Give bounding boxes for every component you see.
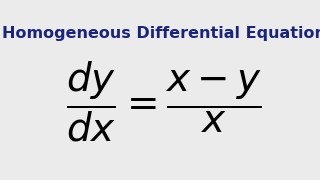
- Text: $\dfrac{dy}{dx} = \dfrac{x - y}{x}$: $\dfrac{dy}{dx} = \dfrac{x - y}{x}$: [66, 60, 262, 144]
- Text: Homogeneous Differential Equation: Homogeneous Differential Equation: [2, 26, 320, 41]
